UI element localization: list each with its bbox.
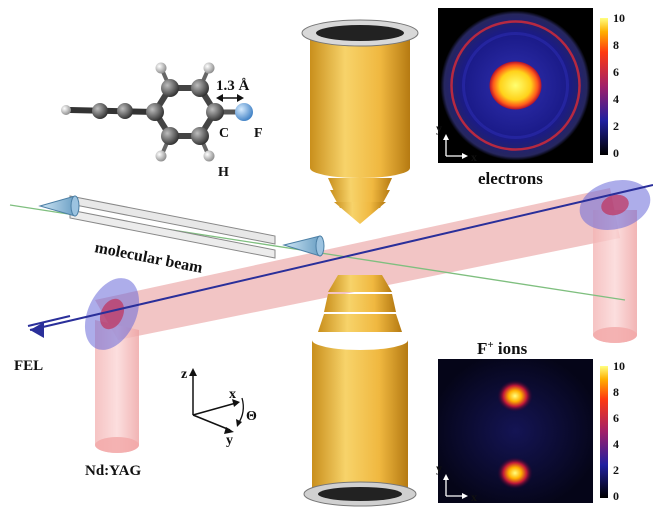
colorbar-tick: 2 [613,463,619,477]
ions-label-rest: ions [494,339,528,358]
fluoro-phenylacetylene-molecule [61,62,253,162]
carbon-atom [191,79,209,97]
colorbar-tick: 8 [613,38,619,52]
molecular-beam-label: molecular beam [93,239,204,277]
carbon-atom [161,79,179,97]
electron-axis-x: x [471,150,477,164]
carbon-atom [191,127,209,145]
ion-colorbar-ticks: 10 8 6 4 2 0 [613,359,625,503]
ion-axis-y: y [436,461,442,475]
upper-electrode [301,19,419,224]
fel-label: FEL [14,358,43,374]
ndyag-vertical-tube-right [593,210,637,343]
beam-cone-right [282,235,325,257]
ions-label: F+ ions [477,339,528,358]
colorbar-tick: 8 [613,385,619,399]
electron-detector-axes [443,134,468,159]
fel-beam [27,184,653,338]
colorbar-tick: 0 [613,146,619,160]
carbon-atom [206,103,224,121]
ions-label-charge: + [487,339,493,351]
lab-axis-z: z [181,367,187,382]
electron-axis-y: y [436,121,442,135]
colorbar-tick: 0 [613,489,619,503]
lower-electrode [303,275,417,507]
hydrogen-atom [203,62,215,74]
bond-length-arrow [216,94,244,102]
fluorine-atom [235,103,253,121]
lab-coordinate-axes [189,368,244,434]
colorbar-tick: 4 [613,92,619,106]
electron-detector-image [438,8,593,163]
atom-label-f: F [254,126,263,141]
beam-cone-left [38,195,80,217]
hydrogen-atom [203,150,215,162]
ions-label-base: F [477,339,487,358]
bond-length-label: 1.3 Å [216,78,250,94]
carbon-atom [92,103,108,119]
electron-colorbar [600,18,608,155]
atom-label-h: H [218,165,229,180]
lab-axis-x: x [229,387,236,402]
molecular-beam-tubes [69,195,276,259]
carbon-atom [117,103,133,119]
hydrogen-atom [155,62,167,74]
electron-colorbar-ticks: 10 8 6 4 2 0 [613,11,625,160]
lab-axis-theta: Θ [246,409,257,424]
colorbar-tick: 4 [613,437,619,451]
ndyag-vertical-tube-left [95,320,139,453]
atom-label-c: C [219,126,229,141]
ndyag-label: Nd:YAG [85,463,141,479]
ion-detector-axes [443,474,468,499]
colorbar-tick: 10 [613,359,625,373]
mirror-right [579,180,651,230]
colorbar-tick: 6 [613,411,619,425]
hydrogen-atom [61,105,71,115]
carbon-atom [146,103,164,121]
colorbar-tick: 2 [613,119,619,133]
electrons-label: electrons [478,169,543,188]
ndyag-laser-beam [95,188,620,340]
colorbar-tick: 10 [613,11,625,25]
mirror-left [84,278,140,350]
carbon-atom [161,127,179,145]
ion-colorbar [600,366,608,498]
ion-axis-x: x [471,490,477,504]
ion-detector-image [438,359,593,503]
hydrogen-atom [155,150,167,162]
colorbar-tick: 6 [613,65,619,79]
lab-axis-y: y [226,433,233,448]
